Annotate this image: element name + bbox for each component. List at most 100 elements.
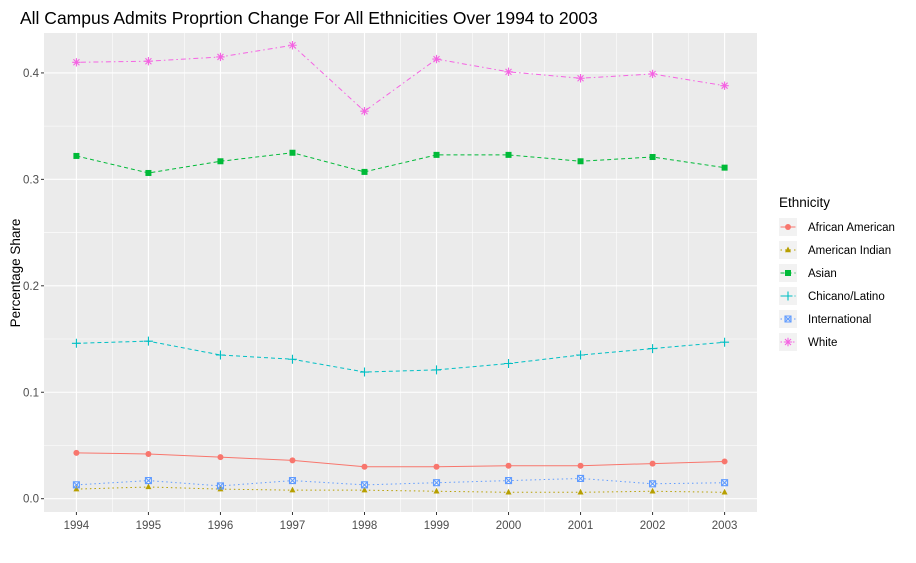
data-point-african-american <box>289 457 296 464</box>
data-point-american-indian <box>505 488 512 495</box>
data-point-american-indian <box>649 487 656 494</box>
data-point-chicano-latino <box>648 344 658 354</box>
legend-item-american-indian: American Indian <box>779 241 891 259</box>
data-point-asian <box>73 152 80 159</box>
data-point-white <box>216 52 225 62</box>
data-point-asian <box>361 168 368 175</box>
data-point-asian <box>289 149 296 156</box>
data-point-white <box>504 67 513 77</box>
data-point-chicano-latino <box>359 367 369 377</box>
data-point-international <box>504 477 513 485</box>
axes: 0.0 0.1 0.2 0.3 0.4 1994 1995 1996 1997 1998 1999 2… <box>23 68 737 532</box>
y-tick-label: 0.3 <box>23 174 39 186</box>
x-tick-label: 2001 <box>568 520 594 532</box>
legend-key-marker <box>784 315 792 323</box>
series-asian <box>73 149 728 176</box>
data-point-african-american <box>649 460 656 467</box>
data-point-white <box>144 57 153 66</box>
series-line-american-indian <box>76 486 725 493</box>
data-point-african-american <box>217 454 224 461</box>
series-white <box>72 41 729 116</box>
data-point-american-indian <box>721 488 728 495</box>
series-line-asian <box>76 152 725 174</box>
data-point-international <box>144 477 152 485</box>
data-point-chicano-latino <box>576 350 586 360</box>
x-tick-label: 1995 <box>136 520 162 532</box>
chart-title: All Campus Admits Proprtion Change For A… <box>20 8 598 28</box>
series-chicano-latino <box>71 336 730 377</box>
data-point-white <box>432 54 441 64</box>
data-point-asian <box>721 164 728 171</box>
series-line-chicano-latino <box>76 340 725 373</box>
data-point-african-american <box>721 458 728 465</box>
legend-label: Chicano/Latino <box>808 291 885 303</box>
data-point-african-american <box>73 449 80 456</box>
legend-item-white: White <box>779 333 837 351</box>
data-point-chicano-latino <box>432 365 442 375</box>
y-tick-label: 0.0 <box>23 494 39 506</box>
x-tick-label: 1997 <box>280 520 306 532</box>
x-tick-label: 1996 <box>208 520 234 532</box>
data-point-american-indian <box>361 486 368 493</box>
series-line-white <box>76 44 725 112</box>
data-point-american-indian <box>289 486 296 493</box>
x-tick-label: 1994 <box>64 520 90 532</box>
x-tick-label: 2003 <box>712 520 738 532</box>
legend-label: International <box>808 314 871 326</box>
data-point-american-indian <box>73 485 80 492</box>
legend-label: African American <box>808 222 895 234</box>
legend-item-african-american: African American <box>779 218 895 236</box>
data-point-international <box>216 482 224 490</box>
data-point-white <box>360 107 369 116</box>
legend-key-marker <box>785 246 791 253</box>
data-point-american-indian <box>577 488 584 495</box>
legend-key-marker <box>783 291 793 301</box>
data-point-asian <box>217 158 224 165</box>
series-layer <box>71 41 730 495</box>
data-point-chicano-latino <box>720 337 730 347</box>
legend-item-asian: Asian <box>779 264 837 282</box>
data-point-american-indian <box>145 483 152 490</box>
data-point-white <box>648 69 657 79</box>
data-point-african-american <box>505 462 512 469</box>
data-point-asian <box>505 151 512 158</box>
data-point-african-american <box>361 463 368 470</box>
legend-key-marker <box>785 224 791 230</box>
data-point-international <box>432 479 441 487</box>
x-tick-label: 2002 <box>640 520 666 532</box>
y-tick-label: 0.1 <box>23 387 39 399</box>
gridlines <box>44 33 757 512</box>
series-african-american <box>73 449 728 470</box>
x-tick-label: 2000 <box>496 520 522 532</box>
legend-label: White <box>808 337 837 349</box>
legend-title: Ethnicity <box>779 195 830 210</box>
data-point-international <box>288 477 297 485</box>
data-point-asian <box>649 154 656 161</box>
series-line-african-american <box>76 452 725 468</box>
data-point-chicano-latino <box>287 354 297 364</box>
data-point-american-indian <box>433 487 440 494</box>
data-point-white <box>72 58 81 67</box>
legend-item-chicano-latino: Chicano/Latino <box>779 287 885 305</box>
legend-label: American Indian <box>808 245 891 257</box>
data-point-african-american <box>433 463 440 470</box>
data-point-chicano-latino <box>215 350 225 360</box>
data-point-international <box>72 481 80 489</box>
data-point-white <box>288 41 297 50</box>
data-point-african-american <box>145 450 152 457</box>
data-point-chicano-latino <box>143 336 153 346</box>
data-point-african-american <box>577 462 584 469</box>
y-axis-label: Percentage Share <box>8 219 23 328</box>
x-tick-label: 1998 <box>352 520 378 532</box>
data-point-asian <box>145 169 152 176</box>
data-point-international <box>721 479 729 487</box>
data-point-chicano-latino <box>71 338 81 348</box>
series-line-international <box>76 477 725 487</box>
y-tick-label: 0.4 <box>23 68 40 80</box>
data-point-international <box>360 481 369 489</box>
legend-key-marker <box>785 270 791 276</box>
legend-key-marker <box>783 337 793 347</box>
data-point-chicano-latino <box>504 359 514 369</box>
